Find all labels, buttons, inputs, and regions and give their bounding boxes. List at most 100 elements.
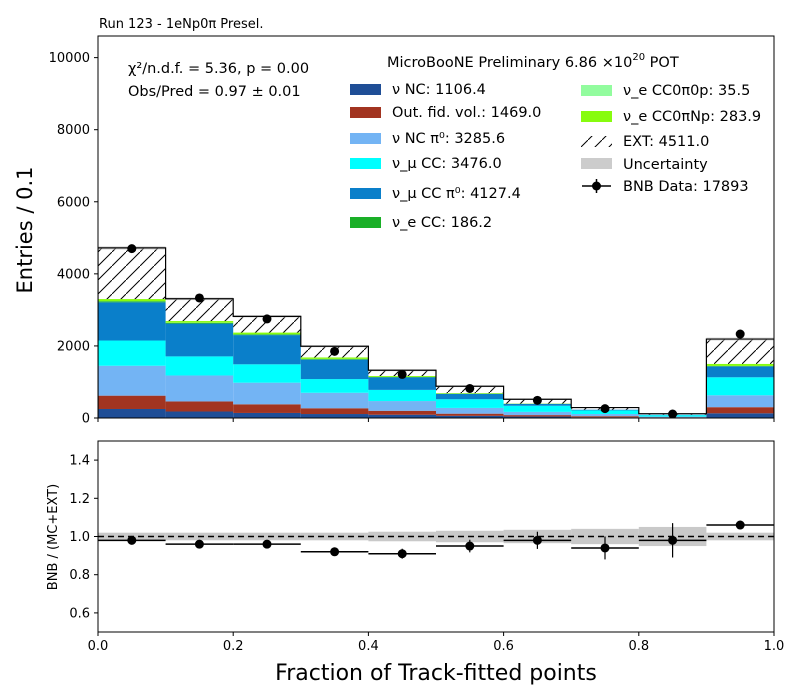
bar-cc-3476-0-bin-0 — [98, 340, 166, 366]
legend-item-cc-3476-0: ν_μ CC: 3476.0 — [350, 156, 502, 172]
bar-cc-4127-4-bin-6 — [503, 403, 572, 406]
bar-cc-4127-4-bin-4 — [368, 377, 436, 390]
main-plot-frame — [97, 35, 775, 419]
bar-nc-3285-6-bin-6 — [503, 411, 572, 416]
legend-item-ext-4511-0: EXT: 4511.0 — [581, 134, 709, 150]
series-e-cc0-0p-35-5 — [98, 301, 774, 367]
ratio-point-7 — [600, 543, 610, 553]
bar-nc-3285-6-bin-2 — [233, 382, 301, 405]
bar-nc-3285-6-bin-3 — [300, 392, 369, 409]
bar-cc-3476-0-bin-9 — [706, 377, 774, 396]
legend-swatch — [350, 133, 381, 144]
data-point-9 — [735, 329, 745, 339]
bar-cc-4127-4-bin-9 — [706, 366, 774, 378]
bar-nc-3285-6-bin-4 — [368, 401, 436, 411]
legend-swatch — [581, 136, 612, 147]
ratio-uncertainty-bin-3 — [300, 532, 369, 541]
bar-nc-1106-4-bin-4 — [368, 414, 436, 418]
bar-nc-3285-6-bin-9 — [706, 395, 774, 408]
ratio-x-tick-label-0-8: 0.8 — [628, 639, 649, 654]
bar-e-cc0-np-283-9-bin-9 — [706, 363, 774, 366]
bar-out-fid-vol-1469-0-bin-4 — [368, 410, 436, 415]
main-axes: 0 2000 4000 6000 8000 10000 — [49, 51, 775, 427]
bar-out-fid-vol-1469-0-bin-0 — [98, 395, 166, 409]
bar-e-cc-186-2-bin-3 — [300, 359, 369, 360]
legend-marker-dot — [592, 181, 601, 191]
ratio-axes: 0.6 0.8 1.0 1.2 1.4 0.0 0.2 0.4 0.6 0.8 1.0 — [69, 454, 784, 654]
legend-label: ν_e CC0π0p: 35.5 — [623, 83, 750, 99]
bar-out-fid-vol-1469-0-bin-5 — [436, 413, 504, 416]
legend: ν NC: 1106.4 Out. fid. vol.: 1469.0 ν NC π… — [350, 82, 761, 231]
ratio-x-tick-label-1-0: 1.0 — [764, 639, 785, 654]
legend-item-uncertainty: Uncertainty — [581, 157, 708, 173]
legend-swatch — [350, 217, 381, 228]
main-y-tick-label-6000: 6000 — [57, 195, 90, 210]
ratio-plot-area — [98, 520, 774, 560]
bar-nc-3285-6-bin-5 — [436, 407, 504, 414]
bar-e-cc0-np-283-9-bin-2 — [233, 332, 301, 335]
legend-label: ν_μ CC π⁰: 4127.4 — [392, 186, 521, 202]
data-point-5 — [465, 383, 475, 393]
legend-item-e-cc-186-2: ν_e CC: 186.2 — [350, 215, 492, 231]
bar-nc-1106-4-bin-1 — [165, 411, 234, 418]
bar-e-cc0-np-283-9-bin-0 — [98, 299, 166, 302]
bar-e-cc0-np-283-9-bin-1 — [165, 321, 234, 323]
bar-nc-1106-4-bin-3 — [300, 414, 369, 418]
stats-line-chi2: χ²/n.d.f. = 5.36, p = 0.00 — [128, 61, 309, 77]
ratio-point-9 — [735, 520, 745, 530]
bar-cc-4127-4-bin-2 — [233, 335, 301, 365]
bar-cc-3476-0-bin-1 — [165, 356, 234, 376]
legend-swatch — [350, 107, 381, 118]
bar-e-cc-186-2-bin-0 — [98, 301, 166, 303]
ratio-y-tick-label-0-8: 0.8 — [69, 568, 90, 583]
ratio-point-5 — [465, 541, 475, 551]
main-plot-area — [98, 244, 774, 418]
ratio-y-tick-label-1-0: 1.0 — [69, 530, 90, 545]
legend-label: ν_e CC0πNp: 283.9 — [623, 109, 761, 125]
legend-swatch — [350, 84, 381, 95]
legend-item-e-cc0-np-283-9: ν_e CC0πNp: 283.9 — [581, 109, 761, 125]
ratio-x-tick-label-0-0: 0.0 — [88, 639, 109, 654]
main-y-tick-label-10000: 10000 — [49, 51, 90, 66]
legend-label: EXT: 4511.0 — [623, 134, 709, 150]
ratio-point-0 — [127, 535, 137, 545]
ratio-point-2 — [262, 539, 272, 549]
bar-out-fid-vol-1469-0-bin-7 — [571, 416, 639, 418]
bar-cc-3476-0-bin-3 — [300, 379, 369, 393]
legend-item-cc-4127-4: ν_μ CC π⁰: 4127.4 — [350, 186, 521, 202]
legend-label: BNB Data: 17893 — [623, 179, 749, 195]
series-out-fid-vol-1469-0 — [98, 395, 774, 418]
data-point-2 — [262, 314, 272, 324]
legend-item-e-cc0-0p-35-5: ν_e CC0π0p: 35.5 — [581, 83, 750, 99]
series-bnb-data — [127, 244, 745, 418]
bar-cc-3476-0-bin-6 — [503, 405, 572, 412]
chart-title: Run 123 - 1eNp0π Presel. — [99, 17, 264, 32]
bar-e-cc0-np-283-9-bin-3 — [300, 357, 369, 359]
ratio-y-tick-label-1-2: 1.2 — [69, 492, 90, 507]
legend-swatch — [350, 188, 381, 199]
main-y-tick-label-2000: 2000 — [57, 339, 90, 354]
bar-out-fid-vol-1469-0-bin-1 — [165, 401, 234, 412]
bar-cc-3476-0-bin-4 — [368, 389, 436, 402]
ratio-y-tick-label-1-4: 1.4 — [69, 454, 90, 469]
ratio-point-4 — [397, 549, 407, 559]
legend-item-nc-1106-4: ν NC: 1106.4 — [350, 82, 486, 98]
bar-cc-4127-4-bin-3 — [300, 359, 369, 380]
bar-cc-3476-0-bin-2 — [233, 364, 301, 383]
ratio-point-6 — [532, 535, 542, 545]
legend-item-out-fid-vol-1469-0: Out. fid. vol.: 1469.0 — [350, 105, 541, 121]
ratio-x-tick-label-0-2: 0.2 — [223, 639, 244, 654]
bar-ext-4511-0-bin-2 — [233, 316, 301, 333]
bar-nc-1106-4-bin-6 — [503, 416, 572, 418]
main-y-tick-label-0: 0 — [82, 412, 90, 427]
series-cc-4127-4 — [98, 302, 774, 416]
legend-swatch — [581, 158, 612, 169]
data-point-0 — [127, 244, 137, 254]
data-point-7 — [600, 404, 610, 414]
bar-cc-4127-4-bin-1 — [165, 323, 234, 357]
bar-nc-1106-4-bin-2 — [233, 412, 301, 418]
series-nc-3285-6 — [98, 365, 774, 418]
bar-out-fid-vol-1469-0-bin-3 — [300, 408, 369, 415]
bar-ext-4511-0-bin-0 — [98, 247, 166, 300]
ratio-y-axis-label: BNB / (MC+EXT) — [46, 484, 61, 590]
